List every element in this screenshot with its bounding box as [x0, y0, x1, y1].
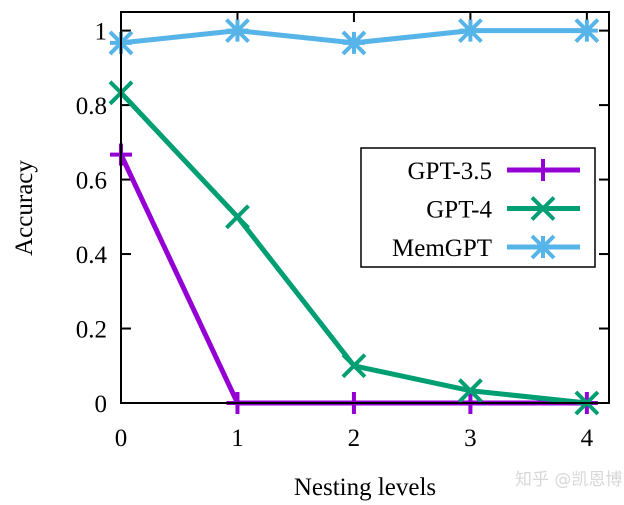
y-tick-label: 0 — [95, 391, 108, 418]
legend: GPT-3.5 GPT-4 MemGPT — [360, 147, 596, 268]
data-point-marker — [574, 18, 600, 44]
legend-label: GPT-3.5 — [407, 158, 492, 185]
data-point-marker — [225, 204, 250, 230]
y-tick-label: 0.4 — [76, 242, 108, 269]
x-tick-label: 0 — [115, 425, 128, 452]
data-point-marker — [457, 18, 483, 44]
data-point-marker — [341, 353, 367, 379]
x-axis-label: Nesting levels — [294, 474, 436, 501]
series-memgpt — [108, 18, 600, 56]
series-gpt-4 — [108, 80, 600, 416]
legend-marker — [530, 196, 556, 221]
data-point-marker — [341, 30, 367, 56]
y-axis-label: Accuracy — [11, 160, 38, 256]
x-tick-label: 1 — [231, 425, 244, 452]
x-tick-label: 3 — [464, 425, 477, 452]
y-tick-label: 0.6 — [76, 168, 107, 195]
x-tick-label: 4 — [581, 425, 594, 452]
y-tick-label: 0.8 — [76, 93, 107, 120]
y-tick-label: 1 — [95, 19, 108, 46]
watermark: 知乎 @凯恩博 — [515, 470, 622, 490]
y-tick-label: 0.2 — [76, 317, 107, 344]
legend-label: GPT-4 — [426, 197, 492, 224]
x-tick-label: 2 — [348, 425, 361, 452]
data-point-marker — [225, 18, 250, 44]
legend-marker — [530, 234, 556, 260]
plot-frame — [120, 11, 610, 404]
ticks: 0 0.2 0.4 0.6 0.8 1 0 1 2 3 4 — [76, 12, 609, 452]
legend-label: MemGPT — [392, 235, 492, 262]
data-point-marker — [457, 378, 483, 404]
